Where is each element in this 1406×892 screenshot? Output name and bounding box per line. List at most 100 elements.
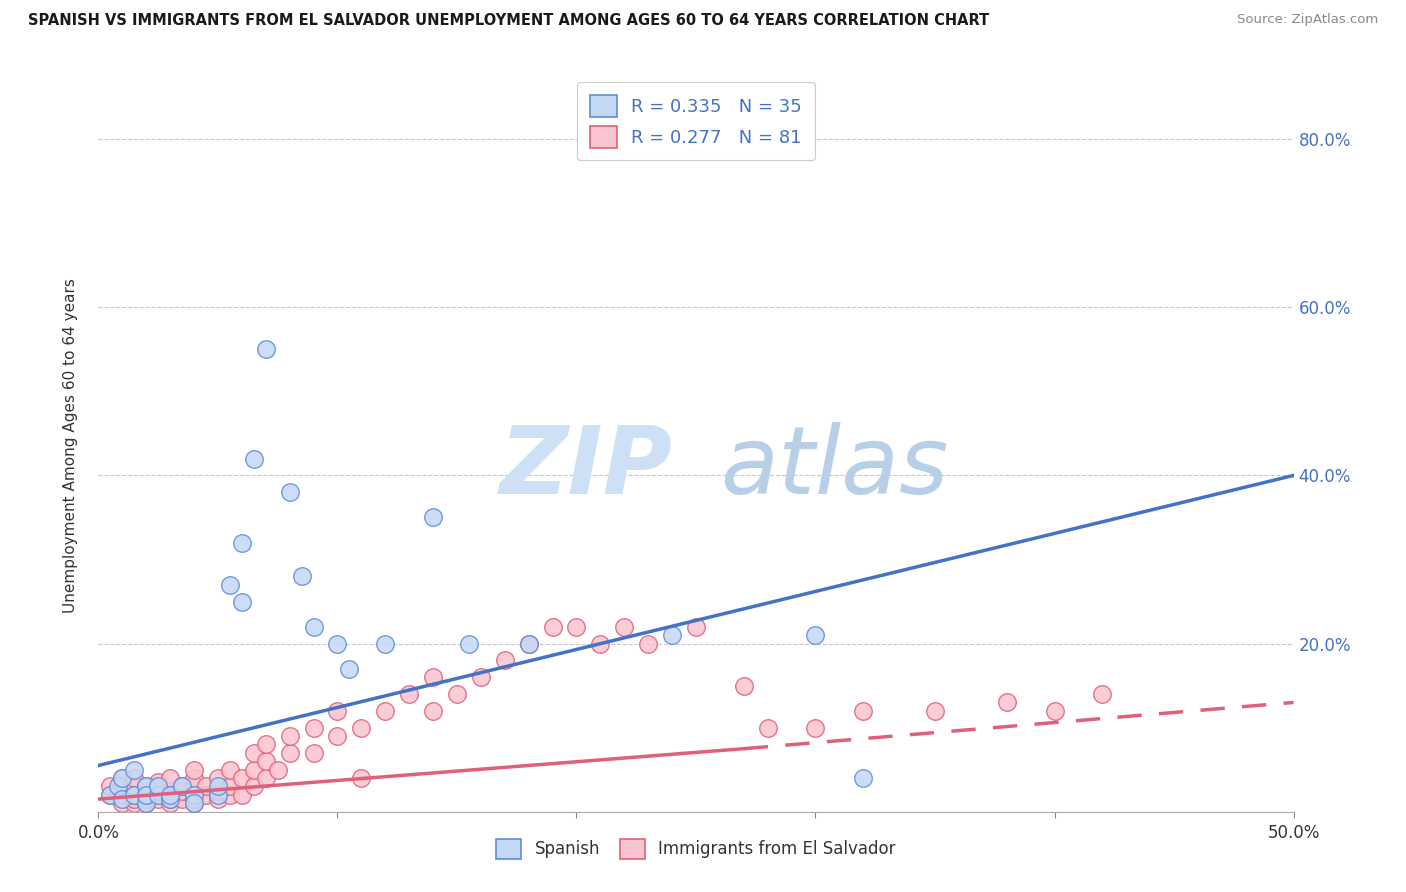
Point — [422, 670, 444, 684]
Point — [422, 510, 444, 524]
Point — [107, 783, 129, 797]
Point — [183, 797, 205, 811]
Point — [243, 746, 266, 760]
Point — [422, 704, 444, 718]
Point — [231, 594, 253, 608]
Point — [278, 485, 301, 500]
Point — [159, 771, 181, 785]
Point — [637, 636, 659, 650]
Text: SPANISH VS IMMIGRANTS FROM EL SALVADOR UNEMPLOYMENT AMONG AGES 60 TO 64 YEARS CO: SPANISH VS IMMIGRANTS FROM EL SALVADOR U… — [28, 13, 990, 29]
Point — [207, 780, 229, 794]
Point — [254, 754, 277, 768]
Point — [183, 780, 205, 794]
Point — [219, 578, 242, 592]
Point — [148, 783, 170, 797]
Point — [148, 775, 170, 789]
Point — [231, 535, 253, 549]
Point — [302, 620, 325, 634]
Point — [302, 721, 325, 735]
Point — [458, 636, 481, 650]
Point — [172, 780, 194, 794]
Point — [350, 721, 373, 735]
Point — [124, 780, 146, 794]
Point — [124, 763, 146, 777]
Point — [148, 788, 170, 802]
Point — [183, 788, 205, 802]
Point — [194, 788, 218, 802]
Point — [207, 771, 229, 785]
Point — [98, 788, 122, 802]
Point — [148, 788, 170, 802]
Point — [159, 797, 181, 811]
Point — [339, 662, 360, 676]
Point — [374, 636, 396, 650]
Point — [326, 704, 349, 718]
Point — [756, 721, 779, 735]
Point — [111, 771, 134, 785]
Point — [124, 797, 146, 811]
Point — [111, 797, 134, 811]
Point — [995, 695, 1018, 709]
Point — [804, 721, 827, 735]
Point — [159, 792, 181, 806]
Point — [685, 620, 707, 634]
Point — [254, 771, 277, 785]
Point — [159, 792, 181, 806]
Point — [111, 771, 134, 785]
Point — [135, 788, 157, 802]
Point — [135, 788, 157, 802]
Point — [107, 780, 129, 794]
Point — [219, 788, 242, 802]
Point — [852, 704, 875, 718]
Point — [148, 792, 170, 806]
Point — [517, 636, 540, 650]
Point — [231, 771, 253, 785]
Point — [243, 763, 266, 777]
Point — [374, 704, 396, 718]
Point — [589, 636, 612, 650]
Point — [111, 788, 134, 802]
Point — [613, 620, 636, 634]
Point — [207, 788, 229, 802]
Point — [135, 780, 157, 794]
Point — [172, 780, 194, 794]
Point — [207, 792, 229, 806]
Point — [267, 763, 290, 777]
Point — [159, 788, 181, 802]
Point — [159, 783, 181, 797]
Point — [172, 783, 194, 797]
Point — [398, 687, 420, 701]
Text: Source: ZipAtlas.com: Source: ZipAtlas.com — [1237, 13, 1378, 27]
Point — [278, 746, 301, 760]
Point — [254, 738, 277, 752]
Point — [470, 670, 492, 684]
Point — [194, 780, 218, 794]
Point — [124, 788, 146, 802]
Point — [98, 788, 122, 802]
Point — [565, 620, 588, 634]
Point — [278, 729, 301, 743]
Point — [207, 783, 229, 797]
Point — [254, 343, 277, 357]
Point — [148, 780, 170, 794]
Point — [219, 763, 242, 777]
Point — [243, 780, 266, 794]
Point — [852, 771, 875, 785]
Point — [183, 763, 205, 777]
Y-axis label: Unemployment Among Ages 60 to 64 years: Unemployment Among Ages 60 to 64 years — [63, 278, 77, 614]
Point — [291, 569, 314, 583]
Text: ZIP: ZIP — [499, 422, 672, 514]
Point — [111, 792, 134, 806]
Point — [219, 780, 242, 794]
Point — [183, 797, 205, 811]
Point — [1043, 704, 1066, 718]
Point — [924, 704, 946, 718]
Point — [231, 788, 253, 802]
Point — [183, 788, 205, 802]
Legend: Spanish, Immigrants from El Salvador: Spanish, Immigrants from El Salvador — [489, 832, 903, 865]
Point — [243, 451, 266, 466]
Text: atlas: atlas — [720, 423, 948, 514]
Point — [446, 687, 468, 701]
Point — [517, 636, 540, 650]
Point — [135, 792, 157, 806]
